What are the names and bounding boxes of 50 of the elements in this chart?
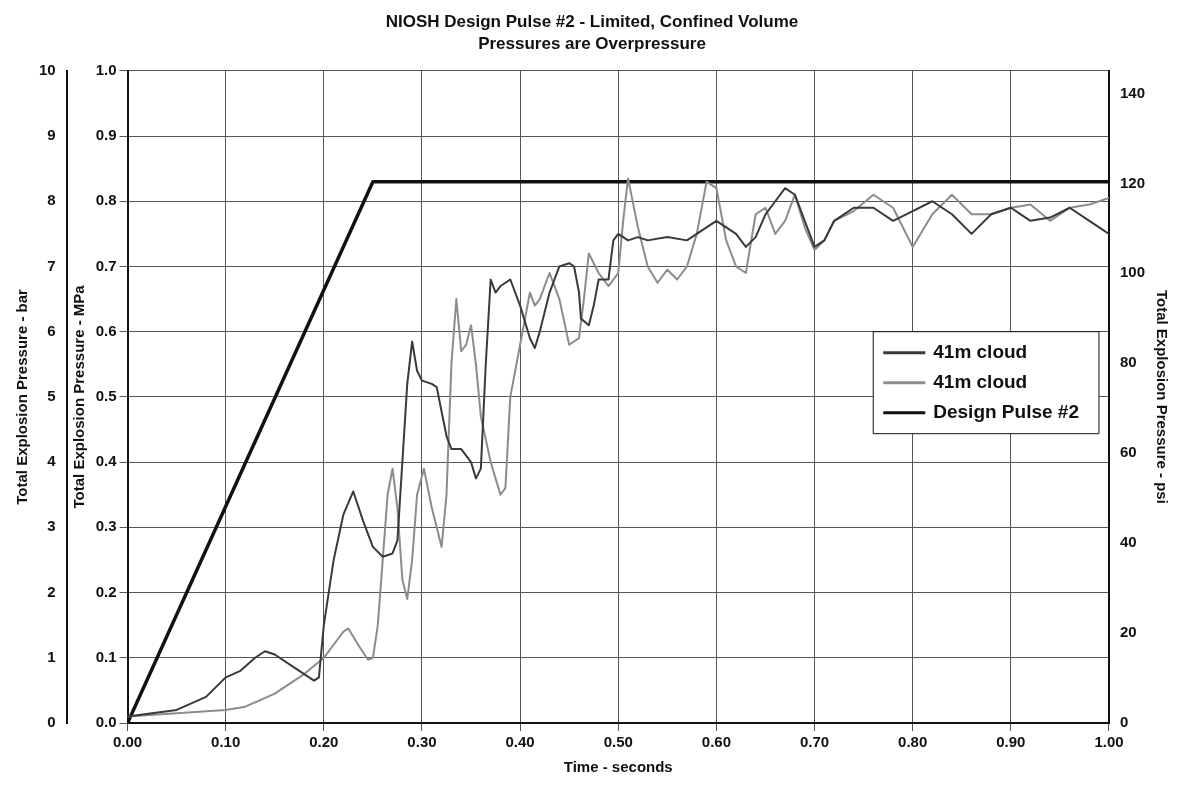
y-tick-label: 0.8	[95, 191, 117, 209]
x-tick-label: 0.60	[701, 733, 731, 751]
x-tick-label: 0.50	[603, 733, 633, 751]
legend-label: Design Pulse #2	[933, 400, 1079, 422]
y-tick-label: 0.5	[95, 387, 117, 405]
x-tick-label: 0.30	[407, 733, 437, 751]
y2-tick-label: 140	[1119, 83, 1145, 101]
y3-tick-label: 0	[47, 713, 56, 731]
legend-label: 41m cloud	[933, 340, 1028, 362]
y3-axis-title: Total Explosion Pressure - bar	[13, 288, 31, 505]
x-tick-label: 0.80	[898, 733, 928, 751]
y3-tick-label: 3	[47, 517, 56, 535]
y3-tick-label: 5	[47, 387, 56, 405]
y2-tick-label: 0	[1119, 713, 1129, 731]
chart-subtitle: Pressures are Overpressure	[478, 34, 706, 54]
y3-tick-label: 6	[47, 321, 56, 339]
y2-tick-label: 80	[1119, 353, 1137, 371]
y2-tick-label: 60	[1119, 443, 1137, 461]
y-tick-label: 0.0	[95, 713, 117, 731]
x-axis-title: Time - seconds	[563, 758, 673, 776]
y-tick-label: 0.3	[95, 517, 117, 535]
legend-label: 41m cloud	[933, 370, 1028, 392]
y2-tick-label: 100	[1119, 263, 1145, 281]
y3-tick-label: 10	[39, 60, 56, 78]
y2-tick-label: 40	[1119, 533, 1137, 551]
x-tick-label: 0.40	[505, 733, 535, 751]
y-axis-title: Total Explosion Pressure - MPa	[69, 284, 87, 509]
y3-tick-label: 2	[47, 582, 56, 600]
x-tick-label: 0.90	[996, 733, 1026, 751]
y-tick-label: 0.6	[95, 321, 117, 339]
y3-tick-label: 4	[47, 452, 57, 470]
x-tick-label: 1.00	[1094, 733, 1124, 751]
y-tick-label: 0.1	[95, 647, 117, 665]
y3-tick-label: 1	[47, 647, 56, 665]
y2-tick-label: 20	[1119, 623, 1137, 641]
y3-tick-label: 7	[47, 256, 56, 274]
y3-tick-label: 9	[47, 126, 56, 144]
chart-title: NIOSH Design Pulse #2 - Limited, Confined Volume	[385, 11, 799, 31]
y-tick-label: 0.7	[95, 256, 117, 274]
y3-tick-label: 8	[47, 191, 56, 209]
y-tick-label: 0.2	[95, 582, 117, 600]
x-tick-label: 0.10	[211, 733, 241, 751]
x-tick-label: 0.70	[799, 733, 830, 751]
y-tick-label: 0.4	[95, 452, 118, 470]
x-tick-label: 0.20	[309, 733, 339, 751]
x-tick-label: 0.00	[112, 733, 143, 751]
y2-axis-title: Total Explosion Pressure - psi	[1153, 289, 1171, 504]
y-tick-label: 1.0	[95, 60, 117, 78]
y2-tick-label: 120	[1119, 173, 1145, 191]
y-tick-label: 0.9	[95, 126, 117, 144]
